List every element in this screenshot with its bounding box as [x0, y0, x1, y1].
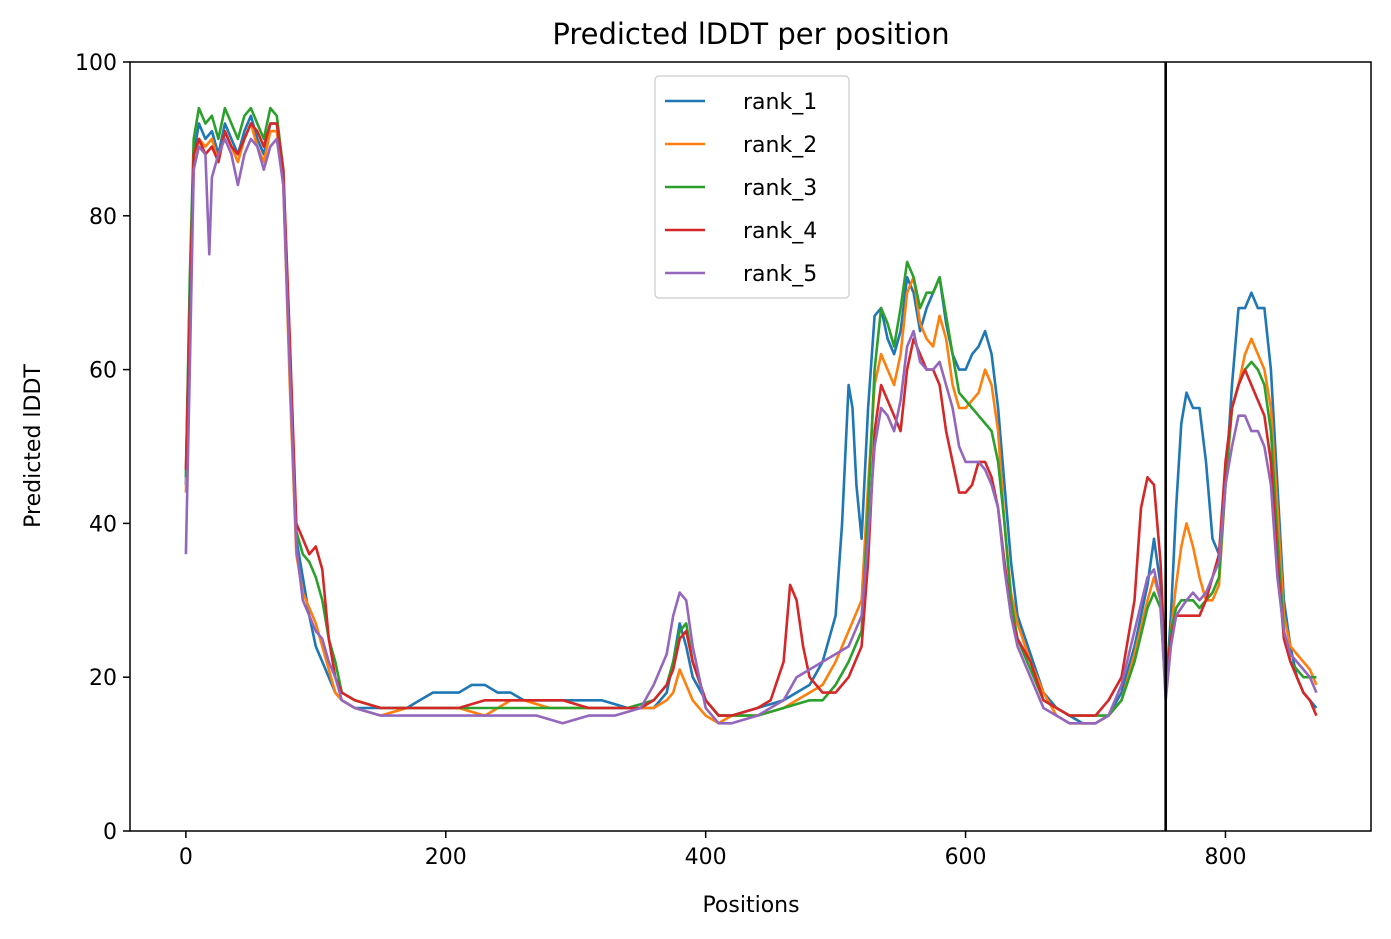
- y-axis-label: Predicted lDDT: [21, 364, 46, 528]
- y-tick-label: 40: [89, 512, 117, 537]
- legend-box: [654, 75, 850, 299]
- chart-title: Predicted lDDT per position: [552, 17, 949, 51]
- series-lines: [184, 106, 1318, 725]
- x-tick-label: 200: [425, 845, 467, 870]
- series-line-rank_3: [184, 106, 1317, 717]
- series-line-rank_4: [184, 122, 1318, 717]
- legend-label-rank_5: rank_5: [743, 262, 817, 287]
- y-tick-label: 100: [75, 51, 117, 76]
- plot-frame: [129, 61, 1372, 832]
- series-line-rank_5: [184, 137, 1318, 725]
- legend-label-rank_1: rank_1: [743, 90, 817, 115]
- x-axis: 0 200 400 600 800: [179, 831, 1246, 870]
- legend: rank_1 rank_2 rank_3 rank_4 rank_5: [654, 75, 850, 299]
- x-tick-label: 400: [685, 845, 727, 870]
- legend-label-rank_4: rank_4: [743, 219, 817, 244]
- y-tick-label: 60: [89, 359, 117, 384]
- x-tick-label: 800: [1204, 845, 1246, 870]
- series-line-rank_2: [184, 122, 1318, 725]
- y-tick-label: 20: [89, 666, 117, 691]
- y-tick-label: 80: [89, 205, 117, 230]
- x-axis-label: Positions: [702, 893, 799, 918]
- y-axis: 0 20 40 60 80 100: [75, 51, 130, 845]
- x-tick-label: 600: [945, 845, 987, 870]
- legend-label-rank_3: rank_3: [743, 176, 817, 201]
- x-tick-label: 0: [179, 845, 193, 870]
- y-tick-label: 0: [103, 820, 117, 845]
- legend-label-rank_2: rank_2: [743, 133, 817, 158]
